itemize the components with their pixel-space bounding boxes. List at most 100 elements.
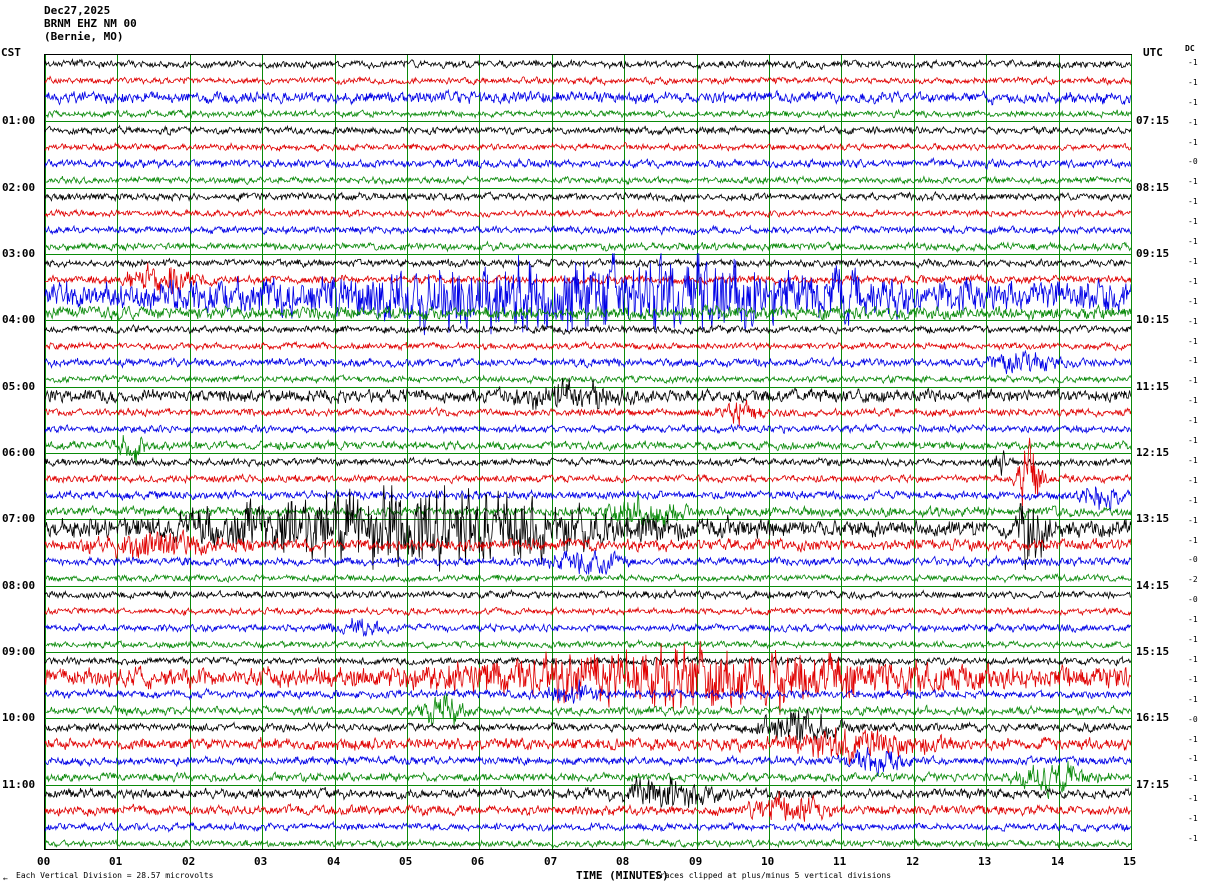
horizontal-gridline [45, 519, 1131, 520]
left-hour-label: 06:00 [2, 446, 36, 459]
seismic-trace [45, 638, 1131, 650]
dc-value: -1 [1188, 256, 1198, 266]
seismic-trace [45, 58, 1131, 71]
dc-value: -0 [1188, 157, 1198, 167]
dc-value: -1 [1188, 834, 1198, 843]
x-tick-label: 00 [37, 855, 51, 868]
seismic-trace [45, 549, 1131, 575]
right-hour-label: 10:15 [1136, 313, 1170, 327]
dc-value: -1 [1188, 217, 1198, 227]
x-tick-label: 13 [978, 855, 992, 868]
left-hour-label: 07:00 [2, 512, 36, 526]
seismic-trace [45, 373, 1131, 385]
seismic-trace [45, 820, 1131, 833]
seismic-trace [45, 207, 1131, 219]
horizontal-gridline [45, 718, 1131, 719]
vertical-gridline [986, 55, 987, 849]
x-tick-label: 06 [471, 855, 485, 868]
dc-value: -1 [1188, 515, 1198, 525]
vertical-gridline [552, 55, 553, 849]
right-hour-label: 15:15 [1136, 645, 1170, 658]
x-tick-label: 14 [1051, 855, 1065, 868]
vertical-gridline [262, 55, 263, 849]
dc-value: -1 [1188, 794, 1198, 804]
dc-value: -0 [1188, 555, 1198, 565]
vertical-gridline [190, 55, 191, 849]
dc-value: -1 [1188, 535, 1198, 545]
left-hour-label: 02:00 [2, 180, 36, 194]
horizontal-gridline [45, 387, 1131, 388]
trace-canvas [45, 58, 1131, 849]
x-tick-label: 01 [109, 855, 123, 868]
dc-value: -1 [1188, 694, 1198, 704]
left-hour-label: 11:00 [2, 777, 36, 791]
right-timezone-label: UTC [1143, 46, 1163, 59]
vertical-gridline [697, 55, 698, 849]
dc-value: -1 [1188, 615, 1198, 625]
seismic-trace [45, 529, 1131, 561]
left-hour-label: 05:00 [2, 379, 36, 393]
seismic-trace [45, 257, 1131, 269]
dc-value: -1 [1188, 177, 1198, 187]
vertical-gridline [45, 55, 46, 849]
seismic-trace [45, 679, 1131, 704]
seismic-trace [45, 435, 1131, 463]
dc-value: -1 [1188, 77, 1198, 87]
right-hour-label: 16:15 [1136, 711, 1170, 725]
seismic-trace [45, 124, 1131, 136]
left-timezone-label: CST [1, 46, 21, 59]
seismic-trace [45, 340, 1131, 352]
right-hour-label: 11:15 [1136, 379, 1170, 393]
seismic-trace [45, 399, 1131, 427]
vertical-gridline [479, 55, 480, 849]
scale-arrow-icon: ← [3, 874, 8, 883]
horizontal-gridline [45, 188, 1131, 189]
seismic-trace [45, 303, 1131, 322]
horizontal-gridline [45, 785, 1131, 786]
left-hour-label: 09:00 [2, 645, 36, 658]
vertical-gridline [335, 55, 336, 849]
dc-value: -0 [1188, 595, 1198, 605]
seismic-trace [45, 708, 1131, 743]
seismic-trace [45, 693, 1131, 727]
vertical-gridline [1059, 55, 1060, 849]
x-tick-label: 09 [689, 855, 703, 868]
dc-value: -1 [1188, 734, 1198, 744]
dc-value: -1 [1188, 436, 1198, 446]
dc-value: -1 [1188, 296, 1198, 306]
header-date: Dec27,2025 [44, 4, 111, 17]
vertical-gridline [624, 55, 625, 849]
dc-value: -1 [1188, 814, 1198, 824]
seismic-trace [45, 75, 1131, 87]
seismic-trace [45, 323, 1131, 336]
dc-value: -1 [1188, 197, 1198, 207]
seismic-trace [45, 240, 1131, 253]
x-tick-label: 05 [399, 855, 413, 868]
vertical-gridline [914, 55, 915, 849]
horizontal-gridline [45, 254, 1131, 255]
horizontal-gridline [45, 652, 1131, 653]
dc-value: -1 [1188, 635, 1198, 645]
right-hour-label: 13:15 [1136, 512, 1170, 526]
seismic-trace [45, 141, 1131, 153]
dc-value: -1 [1188, 416, 1198, 426]
x-tick-label: 15 [1123, 855, 1137, 868]
dc-value: -1 [1188, 396, 1198, 406]
seismic-trace [45, 190, 1131, 203]
dc-value: -1 [1188, 276, 1198, 286]
seismic-trace [45, 747, 1131, 777]
horizontal-gridline [45, 586, 1131, 587]
left-hour-label: 10:00 [2, 711, 36, 725]
dc-value: -1 [1188, 356, 1198, 366]
seismic-trace [45, 640, 1131, 715]
seismic-trace [45, 423, 1131, 435]
right-hour-label: 07:15 [1136, 114, 1170, 128]
seismic-trace [45, 262, 1131, 295]
seismic-trace [45, 437, 1131, 507]
dc-value: -1 [1188, 774, 1198, 784]
x-tick-label: 03 [254, 855, 268, 868]
left-hour-label: 08:00 [2, 578, 36, 592]
seismic-trace [45, 224, 1131, 236]
x-tick-label: 07 [544, 855, 558, 868]
dc-column-label: DC [1185, 44, 1195, 53]
